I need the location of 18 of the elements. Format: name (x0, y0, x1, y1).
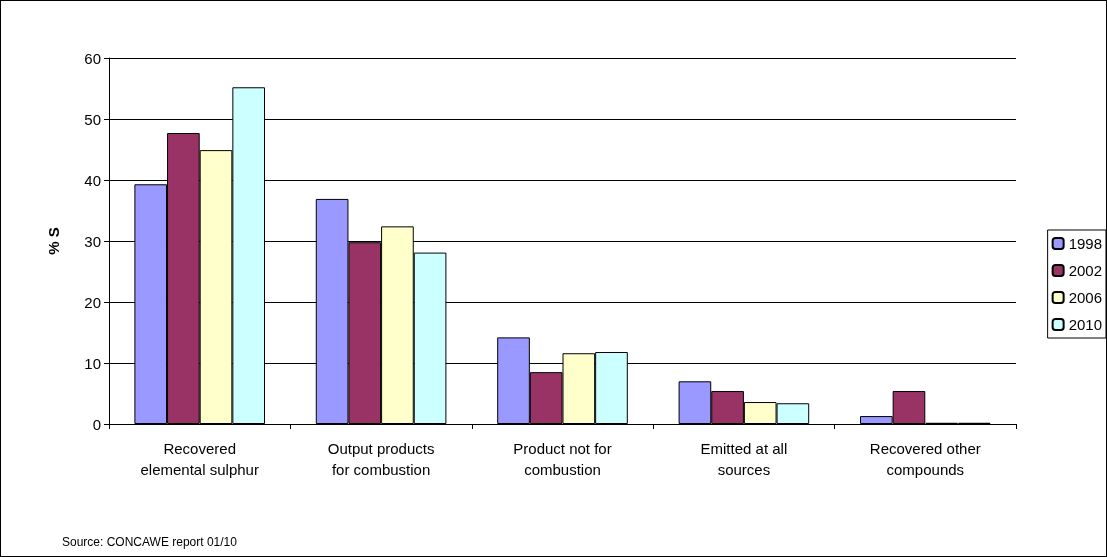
y-tick-label: 0 (92, 415, 101, 433)
x-tick-label: Emitted at all sources (700, 440, 788, 478)
x-tick-label: Product not for combustion (513, 440, 612, 478)
source-note: Source: CONCAWE report 01/10 (62, 535, 238, 549)
y-tick-label: 30 (84, 232, 101, 250)
legend-label: 1998 (1068, 235, 1103, 252)
x-tick-label: Output products for combustion (327, 440, 435, 478)
legend-label: 2006 (1068, 289, 1103, 306)
x-tick-label: Recovered elemental sulphur (140, 440, 259, 478)
y-axis-title: % S (45, 227, 62, 255)
y-tick-label: 50 (84, 110, 101, 128)
y-tick-label: 20 (84, 293, 101, 311)
y-tick-label: 40 (84, 171, 101, 189)
legend-label: 2010 (1068, 316, 1103, 333)
x-tick-label: Recovered other compounds (869, 440, 981, 478)
legend-label: 2002 (1068, 262, 1103, 279)
y-tick-label: 10 (84, 354, 101, 372)
y-tick-label: 60 (84, 49, 101, 67)
